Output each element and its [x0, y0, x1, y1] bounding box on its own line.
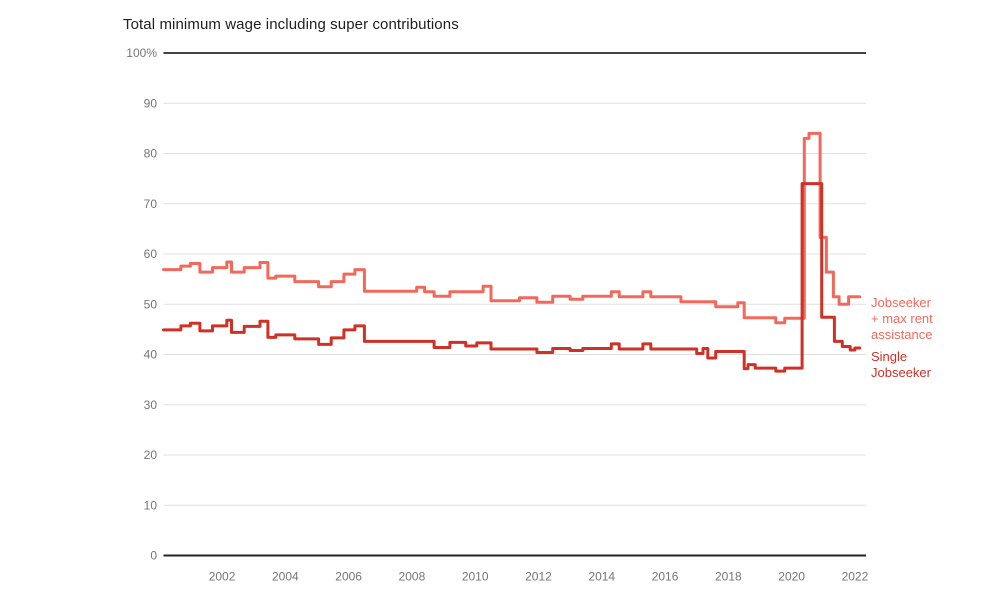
y-axis-label-60: 60 — [144, 247, 158, 261]
series-line-jobseeker-rent — [162, 131, 862, 325]
legend-jobseeker-rent-line2: + max rent — [871, 311, 933, 326]
y-axis-label-80: 80 — [144, 147, 158, 161]
y-axis-label-50: 50 — [144, 297, 158, 311]
chart-title: Total minimum wage including super contr… — [123, 16, 459, 33]
x-axis-label-2020: 2020 — [778, 570, 805, 584]
x-axis-label-2004: 2004 — [272, 570, 299, 584]
legend-jobseeker-rent-line1: Jobseeker — [871, 295, 931, 310]
x-axis-label-2022: 2022 — [842, 570, 869, 584]
legend-jobseeker-rent-line3: assistance — [871, 327, 933, 342]
x-axis-label-2008: 2008 — [399, 570, 426, 584]
y-axis-label-0: 0 — [150, 549, 157, 563]
y-axis-label-20: 20 — [144, 448, 158, 462]
y-axis-label-10: 10 — [144, 498, 158, 512]
x-axis-label-2002: 2002 — [209, 570, 236, 584]
series-line-single-jobseeker — [162, 182, 862, 373]
y-axis-label-30: 30 — [144, 398, 158, 412]
y-axis-label-100: 100% — [126, 46, 157, 60]
legend-single-jobseeker-line2: Jobseeker — [871, 365, 931, 380]
x-axis-label-2012: 2012 — [525, 570, 552, 584]
y-axis-label-70: 70 — [144, 197, 158, 211]
legend-single-jobseeker: Single Jobseeker — [871, 349, 1000, 381]
x-axis-label-2014: 2014 — [588, 570, 615, 584]
legend-single-jobseeker-line1: Single — [871, 349, 908, 364]
legend-jobseeker-rent: Jobseeker + max rent assistance — [871, 295, 1000, 343]
x-axis-label-2018: 2018 — [715, 570, 742, 584]
x-axis-label-2016: 2016 — [652, 570, 679, 584]
x-axis-label-2006: 2006 — [335, 570, 362, 584]
y-axis-label-90: 90 — [144, 96, 158, 110]
y-axis-label-40: 40 — [144, 348, 158, 362]
x-axis-label-2010: 2010 — [462, 570, 489, 584]
